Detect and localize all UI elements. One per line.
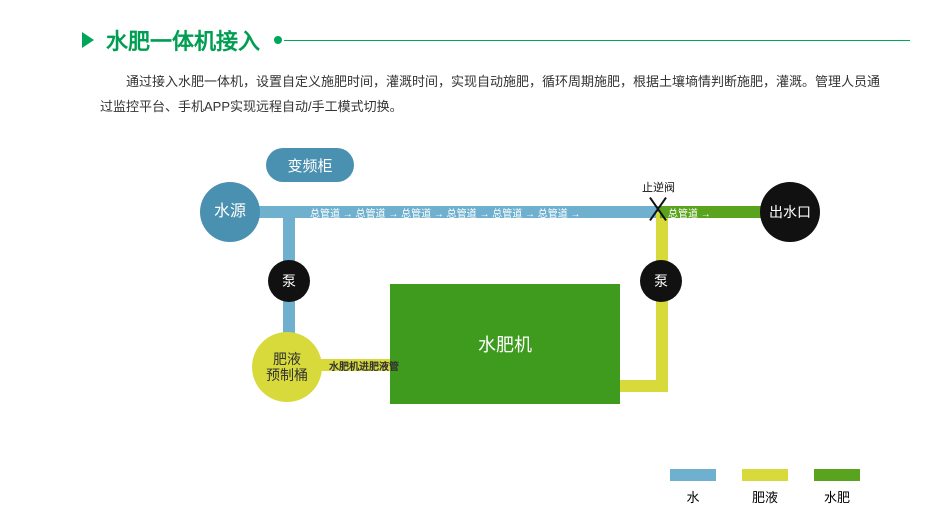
node-fertigation-machine: 水肥机 [390,284,620,404]
legend: 水 肥液 水肥 [670,469,860,506]
section-description: 通过接入水肥一体机，设置自定义施肥时间，灌溉时间，实现自动施肥，循环周期施肥，根… [100,70,890,119]
legend-mix-label: 水肥 [814,487,860,506]
legend-mix: 水肥 [814,469,860,506]
pipe-main-label: 总管道 → 总管道 → 总管道 → 总管道 → 总管道 → 总管道 → [310,205,581,220]
node-tank-line1: 肥液 [273,351,301,367]
check-valve-label: 止逆阀 [642,179,675,195]
flow-diagram: 总管道 → 总管道 → 总管道 → 总管道 → 总管道 → 总管道 → 总管道 … [190,140,870,470]
legend-water: 水 [670,469,716,506]
play-icon [82,32,94,48]
node-water-source: 水源 [200,182,260,242]
legend-fertilizer-label: 肥液 [742,487,788,506]
node-machine-label: 水肥机 [478,331,532,357]
check-valve-icon [644,195,672,223]
node-outlet: 出水口 [760,182,820,242]
header-line [284,40,910,41]
node-pump-2: 泵 [640,260,682,302]
node-vfd-label: 变频柜 [287,155,332,176]
inlet-pipe-label: 水肥机进肥液管 [329,358,399,373]
node-pump2-label: 泵 [654,273,668,289]
node-source-label: 水源 [214,203,246,221]
section-title: 水肥一体机接入 [106,24,260,56]
section-header: 水肥一体机接入 [82,24,910,56]
node-pump-1: 泵 [268,260,310,302]
pipe-mix-label: 总管道 → [668,205,711,220]
node-tank-line2: 预制桶 [266,367,308,383]
legend-mix-swatch [814,469,860,481]
legend-water-swatch [670,469,716,481]
legend-fertilizer-swatch [742,469,788,481]
node-fertilizer-tank: 肥液 预制桶 [252,332,322,402]
pipe-water-main: 总管道 → 总管道 → 总管道 → 总管道 → 总管道 → 总管道 → [250,206,664,218]
legend-water-label: 水 [670,487,716,506]
node-vfd-cabinet: 变频柜 [266,148,354,182]
legend-fertilizer: 肥液 [742,469,788,506]
node-pump1-label: 泵 [282,273,296,289]
header-dot [274,36,282,44]
node-outlet-label: 出水口 [769,204,811,220]
